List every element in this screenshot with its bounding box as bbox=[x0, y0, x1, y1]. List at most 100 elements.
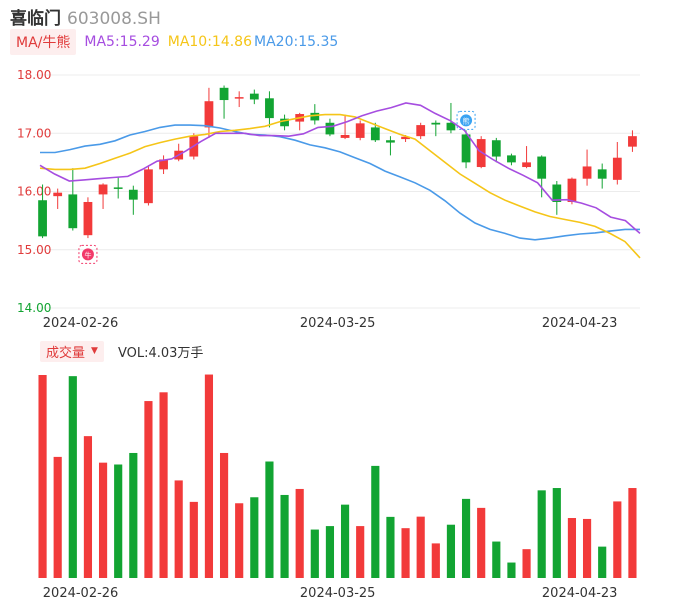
ma20-value: MA20:15.35 bbox=[254, 34, 339, 50]
volume-bar bbox=[446, 524, 456, 578]
candle-body bbox=[431, 122, 441, 125]
stock-header: 喜临门 603008.SH bbox=[10, 4, 161, 29]
candle-body bbox=[401, 136, 410, 140]
price-tick-label: 15.00 bbox=[17, 243, 51, 257]
candle bbox=[38, 184, 47, 239]
candle bbox=[144, 165, 153, 206]
bear-marker-frame bbox=[456, 110, 476, 130]
volume-date-tick-label: 2024-04-23 bbox=[542, 586, 618, 601]
volume-bar bbox=[492, 541, 501, 578]
candle bbox=[552, 181, 562, 215]
volume-bar bbox=[386, 516, 395, 578]
candle-body bbox=[204, 101, 214, 128]
bear-marker-label: 熊 bbox=[463, 116, 470, 125]
volume-bar bbox=[38, 375, 47, 578]
candle bbox=[204, 87, 214, 138]
volume-bar bbox=[477, 507, 486, 578]
candle-body bbox=[612, 157, 622, 180]
volume-bar bbox=[431, 543, 440, 578]
volume-bar bbox=[552, 488, 561, 578]
volume-bar bbox=[522, 549, 531, 578]
candle bbox=[628, 130, 637, 152]
volume-bar bbox=[68, 376, 77, 578]
candle-body bbox=[461, 134, 471, 163]
candle bbox=[582, 149, 592, 186]
ma5-line bbox=[39, 102, 641, 235]
candle bbox=[416, 122, 426, 140]
price-tick-label: 18.00 bbox=[17, 68, 51, 82]
volume-indicator-selector[interactable]: 成交量 ▼ bbox=[40, 340, 104, 362]
volume-bar bbox=[537, 490, 546, 578]
date-tick-label: 2024-04-23 bbox=[542, 316, 618, 331]
candle-body bbox=[567, 178, 577, 202]
volume-bar bbox=[356, 526, 365, 578]
candle bbox=[537, 155, 547, 198]
volume-bar bbox=[340, 504, 350, 578]
ma-legend: MA/牛熊 MA5:15.29 MA10:14.86 MA20:15.35 bbox=[10, 29, 339, 55]
candle bbox=[53, 188, 63, 209]
candle bbox=[355, 120, 365, 141]
volume-bar bbox=[265, 461, 274, 578]
volume-bar bbox=[159, 392, 168, 578]
volume-indicator-label: 成交量 bbox=[46, 345, 86, 361]
volume-date-tick-label: 2024-03-25 bbox=[300, 586, 376, 601]
stock-code: 603008.SH bbox=[67, 9, 161, 29]
candle-body bbox=[128, 189, 138, 200]
candle-body bbox=[386, 140, 395, 143]
candle bbox=[340, 114, 350, 140]
bear-marker-dot bbox=[460, 114, 473, 127]
candle bbox=[219, 85, 229, 119]
volume-bar bbox=[83, 436, 93, 578]
candle-body bbox=[507, 155, 516, 163]
candle bbox=[597, 163, 607, 189]
volume-bar bbox=[295, 488, 304, 578]
candle bbox=[446, 102, 456, 134]
stock-name: 喜临门 bbox=[10, 9, 61, 29]
candle-body bbox=[144, 169, 153, 204]
volume-bar bbox=[613, 501, 622, 578]
candle-body bbox=[552, 184, 562, 202]
volume-bar bbox=[189, 501, 198, 578]
bull-marker-dot bbox=[81, 248, 94, 261]
ma-indicator-selector[interactable]: MA/牛熊 bbox=[10, 29, 77, 55]
candle bbox=[68, 168, 78, 231]
candle-body bbox=[491, 140, 501, 157]
candle bbox=[265, 91, 274, 128]
candle bbox=[491, 137, 501, 163]
bull-signal-marker: 牛 bbox=[78, 244, 98, 264]
candle bbox=[83, 197, 93, 239]
candle-body bbox=[340, 134, 350, 138]
candle bbox=[113, 176, 123, 199]
volume-bar bbox=[461, 498, 471, 578]
candle bbox=[249, 89, 259, 105]
candle-body bbox=[325, 122, 335, 135]
candle-body bbox=[265, 98, 274, 119]
candle bbox=[325, 118, 335, 137]
candle-body bbox=[249, 93, 259, 100]
ma20-line bbox=[40, 124, 640, 241]
candle-body bbox=[446, 122, 456, 131]
candle bbox=[386, 136, 395, 156]
volume-bar bbox=[325, 526, 335, 578]
volume-bar bbox=[280, 494, 289, 578]
candle bbox=[159, 155, 168, 175]
bull-marker-label: 牛 bbox=[84, 250, 91, 259]
bull-marker-frame bbox=[78, 244, 98, 264]
volume-bar bbox=[416, 516, 425, 578]
candle bbox=[295, 112, 305, 131]
candle-body bbox=[370, 127, 380, 141]
volume-bar bbox=[598, 546, 607, 578]
volume-bar bbox=[144, 401, 153, 578]
candle-body bbox=[68, 194, 78, 229]
price-tick-label: 14.00 bbox=[17, 301, 51, 315]
candle-body bbox=[38, 200, 47, 237]
date-tick-label: 2024-02-26 bbox=[43, 316, 119, 331]
ma5-value: MA5:15.29 bbox=[84, 34, 160, 50]
candle-body bbox=[537, 156, 547, 179]
candle-body bbox=[219, 87, 229, 101]
candle bbox=[567, 177, 577, 205]
volume-bar bbox=[53, 456, 62, 578]
candle-body bbox=[280, 118, 289, 127]
candle-body bbox=[83, 201, 93, 236]
